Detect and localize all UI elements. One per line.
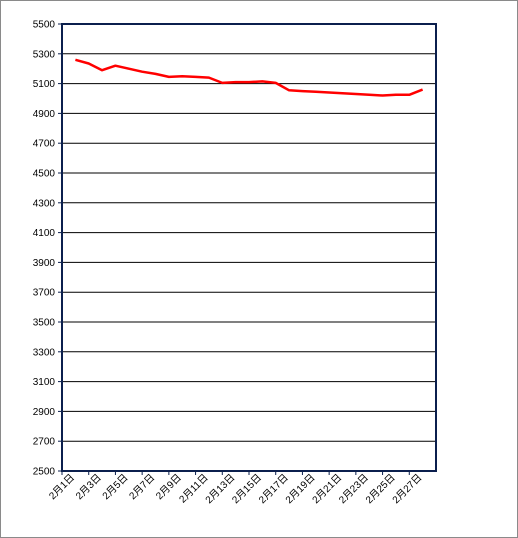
y-tick-label: 5500 <box>33 20 56 31</box>
y-tick-label: 4700 <box>33 139 56 150</box>
x-tick-label: 2月3日 <box>73 472 103 502</box>
gridlines <box>62 53 436 442</box>
y-tick-label: 4500 <box>33 169 56 180</box>
y-tick-label: 4900 <box>33 109 56 120</box>
plot-area-border <box>61 23 437 472</box>
x-axis-ticks: 2月1日2月3日2月5日2月7日2月9日2月11日2月13日2月15日2月17日… <box>47 471 424 506</box>
y-tick-label: 3500 <box>33 318 56 329</box>
y-tick-label: 2900 <box>33 407 56 418</box>
y-tick-label: 4300 <box>33 198 56 209</box>
y-tick-label: 2500 <box>33 467 56 478</box>
y-tick-label: 3300 <box>33 347 56 358</box>
x-tick-label: 2月7日 <box>127 472 157 502</box>
y-axis-ticks: 2500 2700 2900 3100 3300 3500 3700 3900 4100 4300… <box>33 20 62 478</box>
y-tick-label: 3100 <box>33 377 56 388</box>
y-tick-label: 4100 <box>33 228 56 239</box>
x-tick-label: 2月5日 <box>100 472 130 502</box>
y-tick-label: 5300 <box>33 49 56 60</box>
series-line-0 <box>75 58 424 97</box>
y-tick-label: 3900 <box>33 258 56 269</box>
y-tick-label: 5100 <box>33 79 56 90</box>
series-layer <box>75 58 424 97</box>
y-tick-label: 2700 <box>33 437 56 448</box>
x-tick-label: 2月27日 <box>390 472 424 506</box>
y-tick-label: 3700 <box>33 288 56 299</box>
